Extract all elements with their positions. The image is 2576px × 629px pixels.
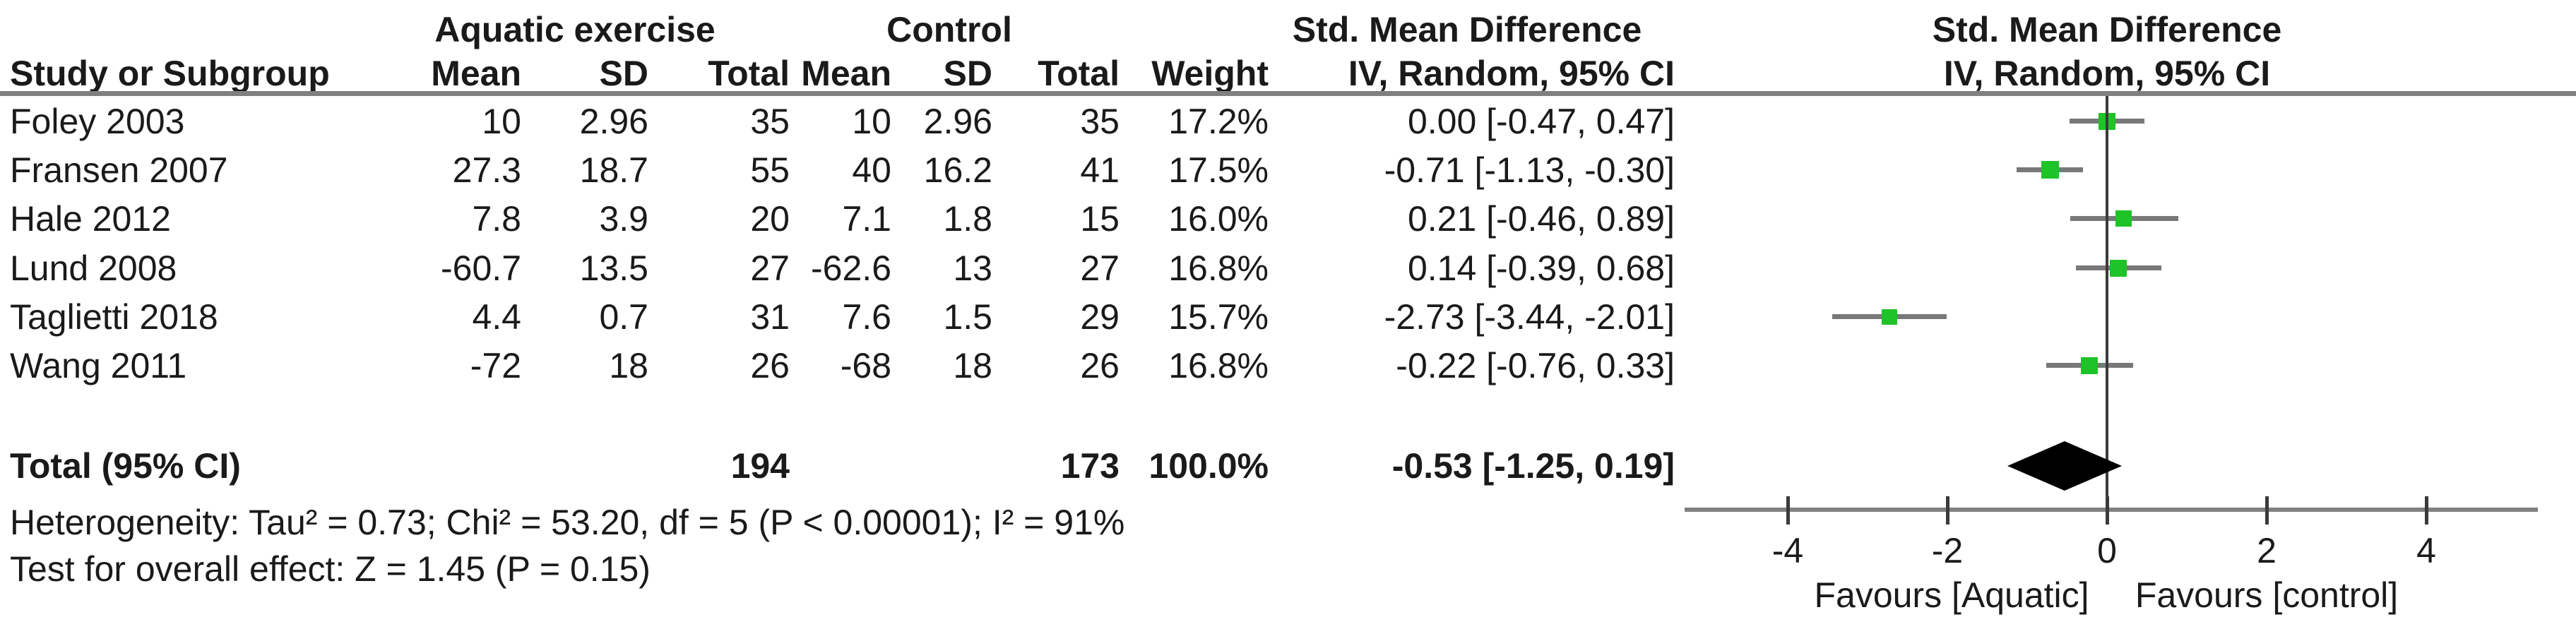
study-ctl-mean: 7.1 <box>842 199 891 239</box>
plot-column-header-line1: Std. Mean Difference <box>1932 10 2282 49</box>
study-ctl-mean: -62.6 <box>811 248 891 288</box>
study-exp-sd: 13.5 <box>579 248 648 288</box>
column-header-ctl-total: Total <box>1038 54 1120 93</box>
study-ctl-sd: 1.5 <box>943 297 992 337</box>
study-exp-total: 35 <box>750 102 790 141</box>
group2-header: Control <box>886 10 1012 49</box>
column-header-ctl-sd: SD <box>943 54 992 93</box>
study-ctl-sd: 13 <box>953 248 992 288</box>
study-ctl-sd: 2.96 <box>923 102 992 141</box>
study-exp-total: 27 <box>750 248 790 288</box>
column-header-ctl-mean: Mean <box>801 54 891 93</box>
study-weight: 16.8% <box>1168 346 1269 385</box>
total-ci-text: -0.53 [-1.25, 0.19] <box>1391 446 1675 486</box>
axis-tick <box>2265 496 2269 525</box>
study-exp-mean: 7.8 <box>472 199 521 239</box>
total-exp-n: 194 <box>730 446 790 486</box>
group1-header: Aquatic exercise <box>434 10 716 49</box>
study-exp-mean: 4.4 <box>472 297 521 337</box>
study-ci-text: -2.73 [-3.44, -2.01] <box>1384 297 1675 337</box>
total-ctl-n: 173 <box>1060 446 1120 486</box>
effect-column-header-line1: Std. Mean Difference <box>1292 10 1642 49</box>
study-ctl-total: 27 <box>1080 248 1120 288</box>
study-ci-text: 0.21 [-0.46, 0.89] <box>1407 199 1675 239</box>
study-exp-sd: 0.7 <box>599 297 648 337</box>
study-ci-text: -0.22 [-0.76, 0.33] <box>1396 346 1675 385</box>
study-ctl-total: 41 <box>1080 150 1120 190</box>
header-rule <box>0 91 2576 96</box>
axis-tick-label: -4 <box>1771 531 1804 570</box>
study-weight: 15.7% <box>1168 297 1269 337</box>
study-ctl-mean: 7.6 <box>842 297 891 337</box>
study-ctl-mean: -68 <box>840 346 891 385</box>
column-header-exp-mean: Mean <box>431 54 521 93</box>
study-ctl-sd: 1.8 <box>943 199 992 239</box>
favours-left-label: Favours [Aquatic] <box>1814 575 2089 615</box>
study-name: Hale 2012 <box>10 199 171 239</box>
study-ctl-sd: 18 <box>953 346 992 385</box>
heterogeneity-note: Heterogeneity: Tau² = 0.73; Chi² = 53.20… <box>10 503 1125 542</box>
study-exp-mean: -60.7 <box>441 248 521 288</box>
study-exp-total: 55 <box>750 150 790 190</box>
axis-tick <box>1946 496 1949 525</box>
axis-tick <box>2106 496 2109 525</box>
study-exp-total: 26 <box>750 346 790 385</box>
study-exp-sd: 18.7 <box>579 150 648 190</box>
study-weight: 17.5% <box>1168 150 1269 190</box>
study-ctl-total: 15 <box>1080 199 1120 239</box>
study-ctl-total: 29 <box>1080 297 1120 337</box>
favours-right-label: Favours [control] <box>2135 575 2399 615</box>
study-exp-mean: 10 <box>482 102 521 141</box>
column-header-exp-total: Total <box>708 54 790 93</box>
study-ctl-total: 35 <box>1080 102 1120 141</box>
x-axis-line <box>1685 508 2538 512</box>
study-name: Fransen 2007 <box>10 150 228 190</box>
study-exp-sd: 18 <box>609 346 648 385</box>
point-estimate-marker <box>1882 309 1897 325</box>
study-name: Taglietti 2018 <box>10 297 218 337</box>
study-ci-text: 0.14 [-0.39, 0.68] <box>1407 248 1675 288</box>
zero-line <box>2106 96 2108 510</box>
study-ctl-total: 26 <box>1080 346 1120 385</box>
effect-column-header-line2: IV, Random, 95% CI <box>1348 54 1675 93</box>
column-header-exp-sd: SD <box>599 54 648 93</box>
study-weight: 17.2% <box>1168 102 1269 141</box>
axis-tick <box>1786 496 1790 525</box>
study-exp-sd: 3.9 <box>599 199 648 239</box>
study-weight: 16.8% <box>1168 248 1269 288</box>
study-weight: 16.0% <box>1168 199 1269 239</box>
point-estimate-marker <box>2041 161 2059 179</box>
study-ctl-mean: 40 <box>852 150 891 190</box>
point-estimate-marker <box>2110 260 2127 277</box>
study-exp-mean: 27.3 <box>452 150 521 190</box>
axis-tick-label: 2 <box>2257 531 2277 570</box>
summary-diamond <box>2007 441 2122 491</box>
point-estimate-marker <box>2115 210 2132 227</box>
axis-tick-label: -2 <box>1931 531 1964 570</box>
study-name: Wang 2011 <box>10 346 187 385</box>
study-name: Foley 2003 <box>10 102 185 141</box>
study-ci-text: 0.00 [-0.47, 0.47] <box>1407 102 1675 141</box>
column-header-weight: Weight <box>1151 54 1269 93</box>
study-ctl-sd: 16.2 <box>923 150 992 190</box>
total-row-label: Total (95% CI) <box>10 446 241 486</box>
study-exp-total: 31 <box>750 297 790 337</box>
axis-tick-label: 0 <box>2097 531 2117 570</box>
study-exp-total: 20 <box>750 199 790 239</box>
study-ctl-mean: 10 <box>852 102 891 141</box>
study-exp-sd: 2.96 <box>579 102 648 141</box>
axis-tick <box>2425 496 2428 525</box>
study-exp-mean: -72 <box>470 346 521 385</box>
study-name: Lund 2008 <box>10 248 177 288</box>
study-ci-text: -0.71 [-1.13, -0.30] <box>1384 150 1675 190</box>
overall-effect-note: Test for overall effect: Z = 1.45 (P = 0… <box>10 549 651 589</box>
total-weight: 100.0% <box>1148 446 1269 486</box>
axis-tick-label: 4 <box>2416 531 2436 570</box>
plot-column-header-line2: IV, Random, 95% CI <box>1943 54 2271 93</box>
column-header-study: Study or Subgroup <box>10 54 330 93</box>
point-estimate-marker <box>2081 357 2098 374</box>
